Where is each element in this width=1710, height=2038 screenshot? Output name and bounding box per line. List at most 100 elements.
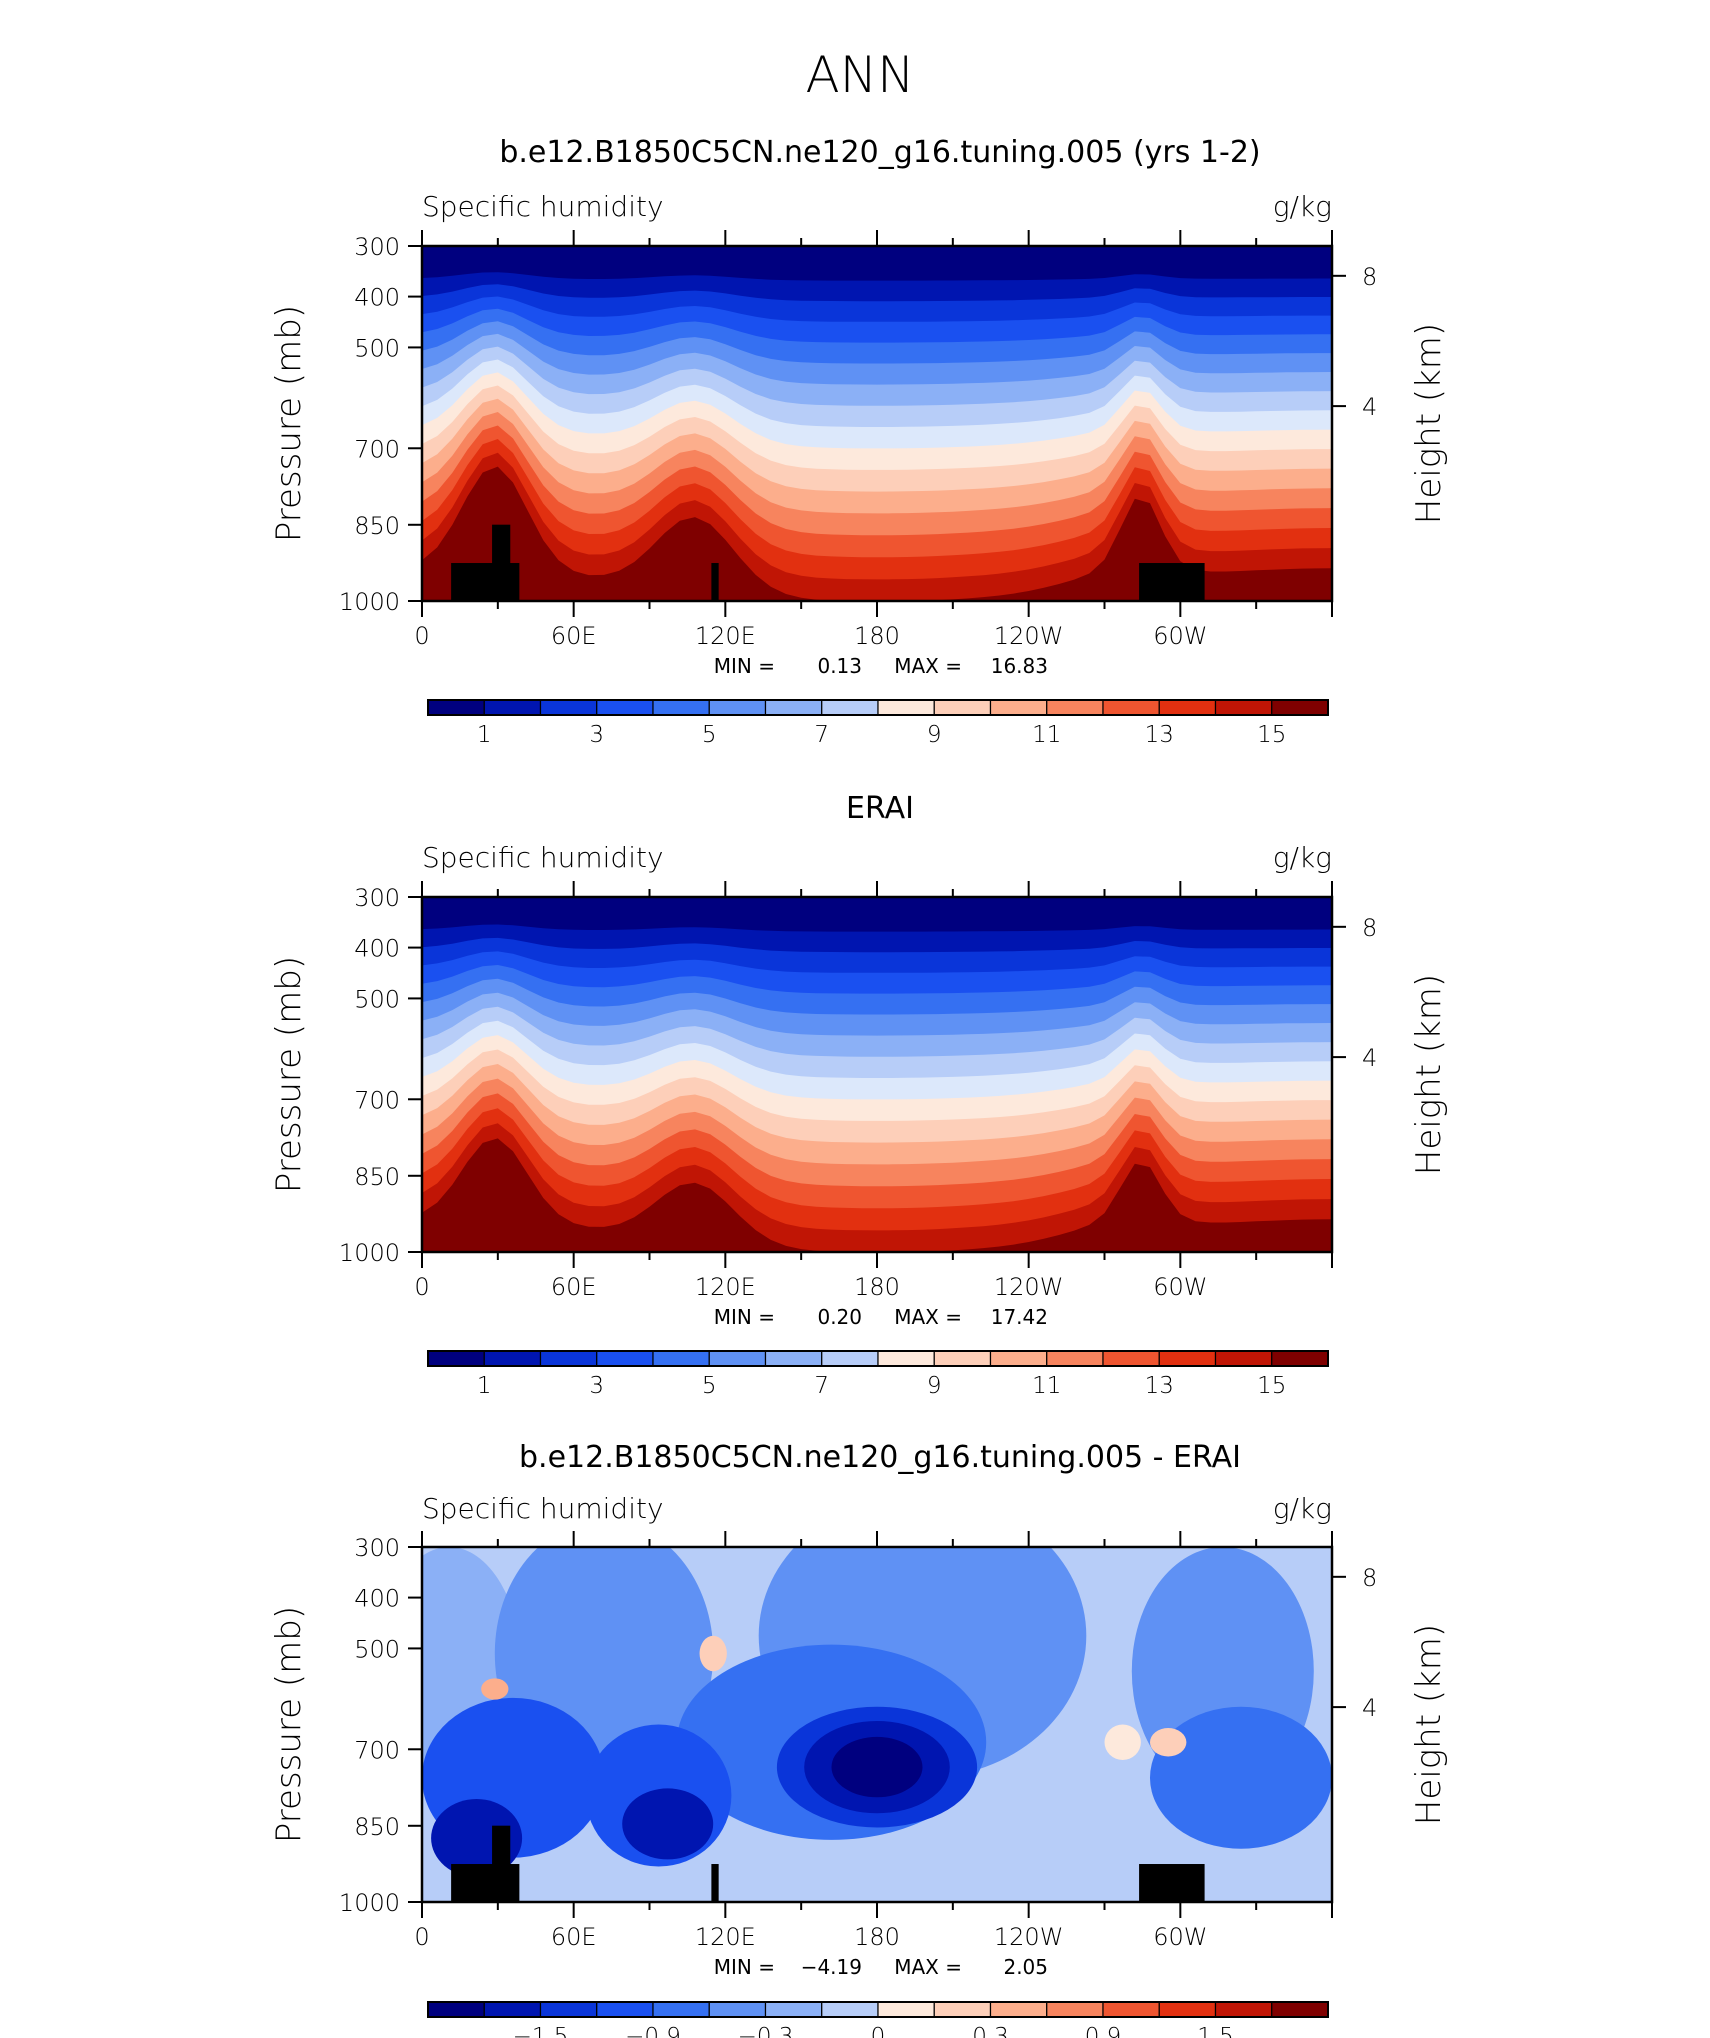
colorbar-label: 0 (871, 2024, 886, 2038)
colorbar-cell (427, 1350, 485, 1367)
colorbar-cell (1214, 699, 1273, 716)
max-label: MAX = (894, 654, 962, 678)
panel-title: b.e12.B1850C5CN.ne120_g16.tuning.005 - E… (519, 1440, 1241, 1475)
x-tick-label: 0 (414, 1923, 429, 1951)
y-tick-label: 500 (354, 1635, 400, 1663)
colorbar-cell (427, 699, 485, 716)
y-tick-label: 400 (354, 1585, 400, 1613)
y-tick-label: 1000 (339, 1239, 400, 1267)
colorbar-cell (539, 2001, 598, 2018)
y-axis-label: Pressure (mb) (269, 305, 309, 542)
x-tick-label: 60W (1153, 1273, 1207, 1301)
colorbar-cell (708, 1350, 767, 1367)
colorbar-label: 9 (927, 1373, 942, 1399)
units-label: g/kg (1273, 1492, 1332, 1525)
x-tick-label: 60E (551, 1923, 597, 1951)
colorbar-cell (764, 1350, 823, 1367)
y2-tick-label: 4 (1362, 393, 1377, 421)
min-value: −4.19 (801, 1955, 862, 1979)
field-band (1104, 1724, 1141, 1760)
topography-mask (711, 1864, 719, 1902)
colorbar-label: 7 (814, 722, 829, 748)
colorbar-cell (877, 1350, 935, 1367)
colorbar-label: 5 (702, 1373, 717, 1399)
colorbar-label: 11 (1032, 722, 1061, 748)
x-tick-label: 120W (994, 622, 1064, 650)
y2-axis-label: Height (km) (1409, 1624, 1449, 1825)
units-label: g/kg (1273, 190, 1332, 223)
colorbar-cell (1271, 2001, 1329, 2018)
colorbar-cell (989, 699, 1048, 716)
colorbar-cell (1271, 699, 1329, 716)
colorbar-label: 1 (477, 1373, 492, 1399)
colorbar-cell (652, 1350, 710, 1367)
colorbar-cell (596, 2001, 654, 2018)
x-tick-label: 120W (994, 1923, 1064, 1951)
colorbar-cell (1158, 699, 1217, 716)
colorbar-cell (483, 2001, 542, 2018)
colorbar-cell (708, 2001, 767, 2018)
x-tick-label: 0 (414, 622, 429, 650)
y2-tick-label: 4 (1362, 1694, 1377, 1722)
colorbar-label: 1.5 (1197, 2024, 1234, 2038)
colorbar-cell (989, 2001, 1048, 2018)
y2-axis-label: Height (km) (1409, 974, 1449, 1175)
colorbar-cell (539, 1350, 598, 1367)
chart-panel-1: b.e12.B1850C5CN.ne120_g16.tuning.005 (yr… (269, 135, 1449, 748)
field-band (422, 466, 1332, 601)
field-band (622, 1788, 714, 1860)
topography-mask (711, 563, 719, 601)
y2-tick-label: 8 (1362, 914, 1377, 942)
max-value: 2.05 (1003, 1955, 1048, 1979)
colorbar-cell (1271, 1350, 1329, 1367)
panel-title: b.e12.B1850C5CN.ne120_g16.tuning.005 (yr… (499, 135, 1260, 170)
x-tick-label: 120W (994, 1273, 1064, 1301)
x-tick-label: 60W (1153, 622, 1207, 650)
colorbar-label: 7 (814, 1373, 829, 1399)
colorbar-cell (764, 2001, 823, 2018)
y-tick-label: 300 (354, 233, 400, 261)
colorbar-label: −1.5 (513, 2024, 569, 2038)
y-tick-label: 700 (354, 1736, 400, 1764)
field-band (422, 1138, 1332, 1252)
colorbar-label: 13 (1145, 722, 1174, 748)
y-tick-label: 500 (354, 985, 400, 1013)
max-label: MAX = (894, 1305, 962, 1329)
y-tick-label: 850 (354, 1163, 400, 1191)
colorbar-cell (1046, 1350, 1104, 1367)
colorbar-cell (1046, 2001, 1104, 2018)
colorbar-label: 3 (589, 722, 604, 748)
colorbar-cell (652, 2001, 710, 2018)
y-tick-label: 850 (354, 512, 400, 540)
x-tick-label: 180 (854, 1923, 900, 1951)
x-tick-label: 180 (854, 622, 900, 650)
x-tick-label: 180 (854, 1273, 900, 1301)
colorbar-cell (596, 699, 654, 716)
colorbar-label: 15 (1257, 1373, 1286, 1399)
variable-label: Specific humidity (422, 1492, 664, 1525)
max-value: 17.42 (991, 1305, 1048, 1329)
colorbar-cell (708, 699, 767, 716)
y-tick-label: 300 (354, 884, 400, 912)
colorbar-label: 0.3 (972, 2024, 1009, 2038)
min-value: 0.20 (817, 1305, 862, 1329)
colorbar-frame (427, 1350, 1329, 1367)
y-axis-label: Pressure (mb) (269, 956, 309, 1193)
colorbar-label: 11 (1032, 1373, 1061, 1399)
y-tick-label: 500 (354, 334, 400, 362)
colorbar-label: 13 (1145, 1373, 1174, 1399)
colorbar-cell (764, 699, 823, 716)
colorbar-cell (821, 1350, 879, 1367)
y2-tick-label: 8 (1362, 1564, 1377, 1592)
x-tick-label: 60E (551, 1273, 597, 1301)
colorbar-cell (1102, 2001, 1160, 2018)
x-tick-label: 120E (695, 1273, 756, 1301)
y-tick-label: 400 (354, 284, 400, 312)
colorbar-cell (877, 699, 935, 716)
topography-mask (492, 1825, 511, 1902)
units-label: g/kg (1273, 841, 1332, 874)
y-tick-label: 700 (354, 435, 400, 463)
